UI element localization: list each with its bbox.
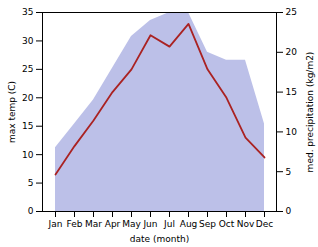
svg-text:30: 30 <box>22 36 34 46</box>
svg-text:Dec: Dec <box>256 219 273 229</box>
svg-text:15: 15 <box>286 87 297 97</box>
svg-text:date (month): date (month) <box>130 234 189 244</box>
svg-text:med. precipitation (kg/m2): med. precipitation (kg/m2) <box>305 52 315 173</box>
svg-text:Aug: Aug <box>180 219 198 229</box>
svg-text:Feb: Feb <box>67 219 83 229</box>
svg-text:10: 10 <box>22 150 34 160</box>
svg-text:Nov: Nov <box>237 219 255 229</box>
svg-text:0: 0 <box>28 206 34 216</box>
svg-text:10: 10 <box>286 127 298 137</box>
svg-text:0: 0 <box>286 206 292 216</box>
svg-text:25: 25 <box>286 7 297 17</box>
svg-text:5: 5 <box>286 167 292 177</box>
svg-text:20: 20 <box>22 93 34 103</box>
svg-text:20: 20 <box>286 47 298 57</box>
svg-text:Jan: Jan <box>48 219 63 229</box>
svg-text:max temp (C): max temp (C) <box>7 81 17 143</box>
svg-text:Sep: Sep <box>199 219 216 229</box>
svg-text:Mar: Mar <box>85 219 102 229</box>
svg-text:25: 25 <box>22 64 33 74</box>
svg-text:Jun: Jun <box>142 219 157 229</box>
svg-text:5: 5 <box>28 178 34 188</box>
svg-text:35: 35 <box>22 7 33 17</box>
svg-text:15: 15 <box>22 121 33 131</box>
svg-text:Apr: Apr <box>105 219 121 229</box>
svg-text:Oct: Oct <box>219 219 235 229</box>
svg-text:Jul: Jul <box>163 219 175 229</box>
svg-text:May: May <box>122 219 141 229</box>
